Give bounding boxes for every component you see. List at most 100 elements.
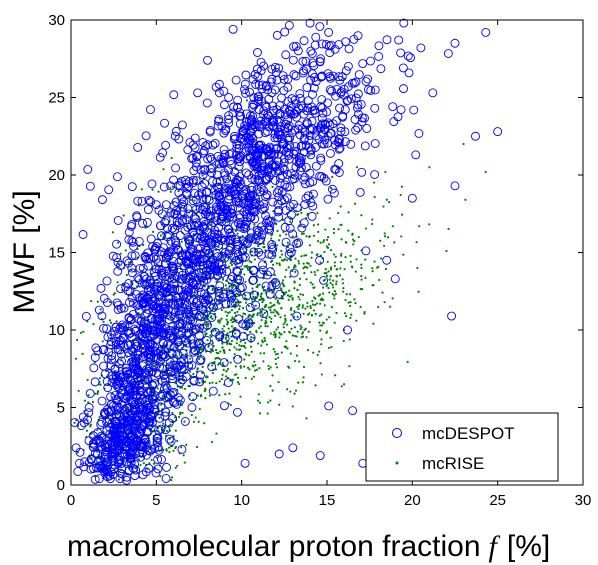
mcdespot-point (112, 421, 121, 431)
mcdespot-point (389, 117, 399, 127)
mcdespot-point (316, 153, 326, 163)
mcrise-point (380, 257, 383, 260)
mcrise-point (285, 268, 288, 271)
mcdespot-point (187, 154, 197, 164)
mcdespot-point (127, 236, 137, 246)
mcdespot-point (180, 416, 190, 426)
mcdespot-point (146, 412, 156, 422)
mcdespot-point (112, 239, 122, 249)
mcrise-point (229, 295, 233, 298)
mcdespot-point (189, 287, 199, 297)
mcdespot-point (303, 191, 313, 201)
mcdespot-point (133, 273, 143, 283)
mcdespot-point (284, 249, 294, 259)
mcrise-point (293, 287, 296, 290)
mcdespot-point (142, 217, 152, 227)
mcdespot-point (275, 173, 285, 183)
mcdespot-point (137, 196, 147, 206)
mcrise-point (214, 348, 218, 352)
mcrise-point (294, 389, 298, 392)
mcrise-point (269, 301, 272, 304)
mcrise-point (241, 234, 244, 238)
mcdespot-point (351, 77, 361, 87)
mcrise-point (171, 185, 175, 188)
mcrise-point (399, 193, 402, 197)
mcdespot-point (126, 458, 136, 467)
mcrise-point (353, 298, 356, 301)
mcdespot-point (122, 430, 132, 440)
mcrise-point (383, 232, 386, 235)
mcdespot-point (177, 199, 187, 209)
mcrise-point (316, 353, 319, 357)
mcrise-point (371, 267, 374, 270)
mcrise-point (316, 269, 319, 272)
mcrise-point (315, 253, 318, 257)
mcdespot-point (242, 291, 252, 301)
mcrise-point (87, 401, 90, 404)
x-tick-label: 30 (575, 492, 592, 509)
mcrise-point (263, 339, 267, 342)
mcdespot-point (364, 85, 373, 95)
mcrise-point (296, 305, 299, 308)
mcrise-point (303, 254, 306, 257)
mcrise-point (280, 351, 283, 354)
mcrise-point (305, 336, 308, 339)
mcdespot-point (214, 116, 223, 126)
mcdespot-point (134, 376, 144, 386)
mcrise-point (272, 347, 275, 351)
mcdespot-point (230, 131, 240, 141)
mcdespot-point (315, 255, 325, 265)
mcrise-point (296, 213, 300, 216)
y-tick-label: 30 (48, 12, 65, 29)
mcrise-point (249, 330, 252, 333)
mcdespot-point (195, 343, 205, 353)
mcdespot-point (215, 191, 225, 201)
mcrise-point (295, 242, 298, 246)
mcdespot-point (374, 51, 384, 61)
mcrise-point (242, 338, 245, 341)
mcrise-point (165, 429, 169, 433)
mcdespot-point (177, 270, 187, 280)
mcdespot-point (222, 267, 232, 276)
mcdespot-point (242, 204, 252, 214)
mcdespot-point (187, 403, 197, 412)
mcrise-point (282, 284, 285, 287)
mcrise-point (236, 376, 240, 379)
mcdespot-point (108, 469, 118, 479)
mcdespot-point (100, 369, 110, 379)
mcdespot-point (230, 167, 240, 177)
mcdespot-point (188, 278, 198, 287)
mcrise-point (286, 388, 289, 391)
mcrise-point (300, 211, 303, 215)
mcrise-point (308, 235, 311, 238)
mcrise-point (354, 270, 357, 273)
mcdespot-point (295, 89, 305, 99)
mcrise-point (200, 328, 204, 331)
mcdespot-point (99, 323, 108, 333)
legend-marker-mcdespot (392, 428, 402, 438)
mcdespot-point (161, 407, 171, 417)
mcdespot-point (93, 346, 103, 356)
mcrise-point (221, 346, 224, 349)
mcrise-point (252, 313, 255, 316)
mcrise-point (258, 326, 261, 330)
mcdespot-point (162, 462, 171, 472)
mcdespot-point (316, 72, 326, 82)
mcdespot-point (298, 56, 308, 66)
mcdespot-point (122, 416, 132, 426)
mcrise-point (297, 259, 300, 263)
mcdespot-point (394, 35, 404, 45)
mcdespot-point (311, 131, 321, 141)
mcrise-point (333, 321, 336, 324)
mcrise-point (170, 476, 174, 479)
mcdespot-point (158, 339, 168, 348)
mcdespot-point (185, 266, 195, 276)
mcrise-point (211, 381, 214, 384)
mcdespot-point (361, 246, 371, 256)
mcdespot-point (235, 107, 245, 117)
mcrise-point (182, 454, 185, 457)
mcdespot-point (128, 384, 138, 393)
mcdespot-point (267, 243, 277, 252)
mcdespot-point (191, 204, 201, 214)
mcrise-point (249, 345, 253, 348)
